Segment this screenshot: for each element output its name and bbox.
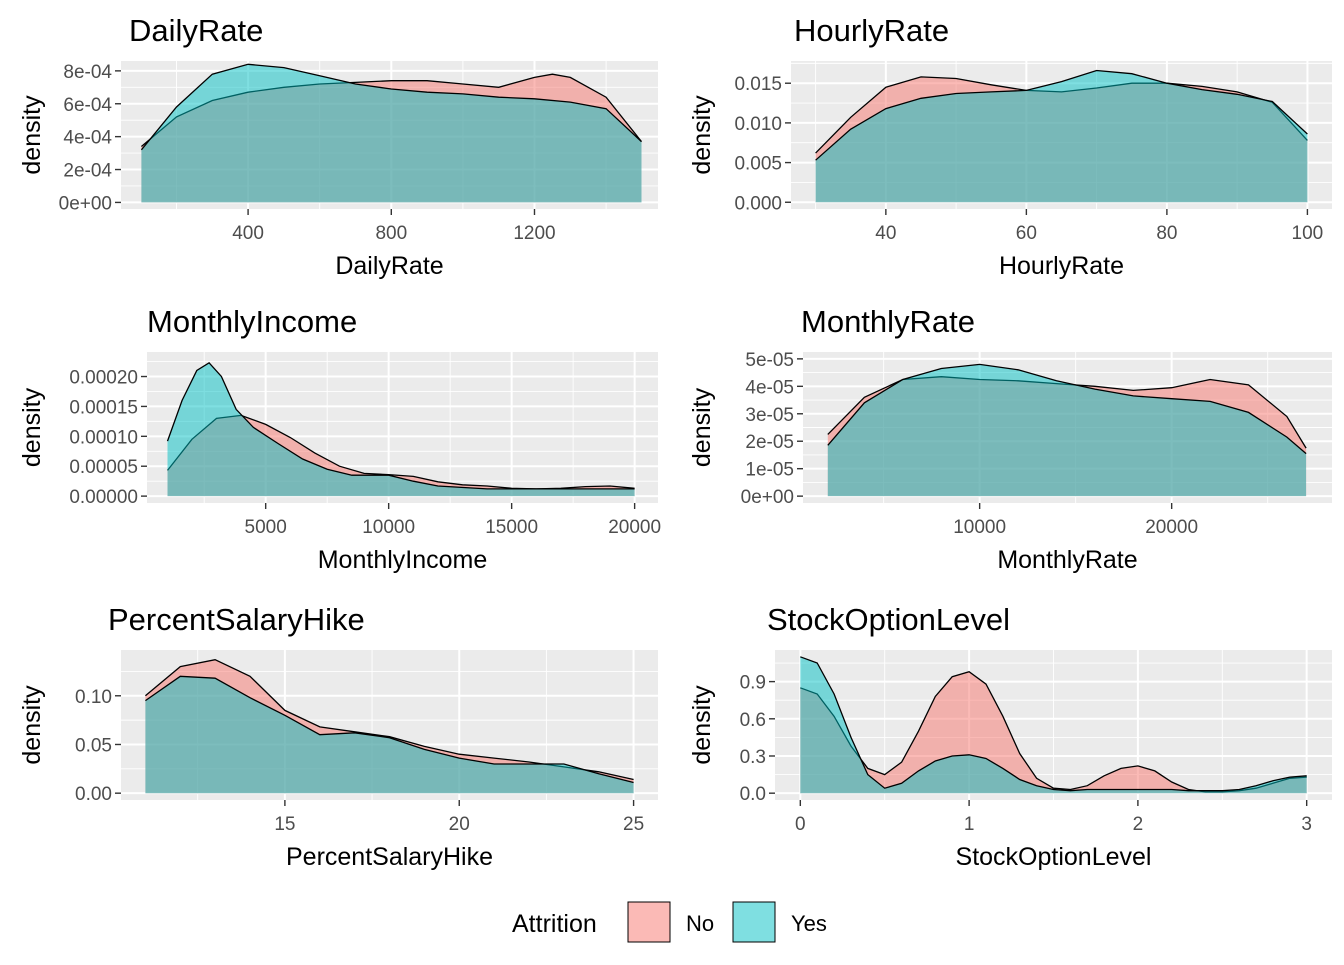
- density-line-yes: [815, 69, 1308, 161]
- y-tick-label: 0.00000: [69, 487, 138, 508]
- y-tick-label: 4e-05: [745, 377, 794, 398]
- y-axis-label-percentsalaryhike: density: [18, 685, 46, 765]
- panel-title-stockoptionlevel: StockOptionLevel: [767, 602, 1010, 637]
- x-tick-label: 0: [795, 814, 806, 835]
- panel-title-monthlyrate: MonthlyRate: [801, 304, 975, 339]
- panel-dailyrate: 400 800 1200 0e+00 2e-04 4e-04 6e-04 8e-04 Daily…: [18, 13, 658, 280]
- density-line-yes: [166, 361, 635, 490]
- y-tick-label: 0.9: [740, 673, 766, 694]
- y-axis-label-hourlyrate: density: [688, 95, 716, 175]
- panel-stockoptionlevel: 0 1 2 3 0.0 0.3 0.6 0.9 StockOptionLevel StockOpt…: [688, 602, 1332, 871]
- y-tick-label: 4e-04: [63, 128, 112, 149]
- x-tick-label: 2: [1133, 814, 1144, 835]
- density-line-yes: [827, 363, 1307, 455]
- x-tick-label: 15: [274, 814, 295, 835]
- legend-title: Attrition: [512, 910, 597, 938]
- panels: 400 800 12000e+002e-044e-046e-048e-04Daily…: [18, 13, 1332, 871]
- legend-label-no: No: [686, 911, 714, 936]
- legend-swatch-yes: [732, 901, 776, 943]
- x-tick-label: 20: [449, 814, 470, 835]
- x-tick-label: 10000: [953, 517, 1006, 538]
- y-tick-label: 0.010: [734, 114, 782, 135]
- panel-monthlyincome: 5000 10000 15000 20000 0.00000 0.00005 0.00010…: [18, 304, 661, 574]
- panel-title-monthlyincome: MonthlyIncome: [147, 304, 357, 339]
- x-tick-label: 400: [232, 223, 264, 244]
- x-tick-label: 25: [623, 814, 644, 835]
- panel-percentsalaryhike: 15 20 25 0.00 0.05 0.10 PercentSalaryHike Perce…: [18, 602, 658, 871]
- y-tick-label: 0.3: [740, 747, 766, 768]
- density-area-yes: [141, 64, 642, 203]
- x-tick-label: 20000: [1145, 517, 1198, 538]
- x-tick-label: 5000: [245, 517, 287, 538]
- density-line-yes: [140, 63, 642, 151]
- y-tick-label: 0.6: [740, 710, 766, 731]
- density-area-no: [800, 671, 1307, 794]
- x-axis-label-monthlyrate: MonthlyRate: [997, 546, 1137, 574]
- x-tick-label: 1: [964, 814, 975, 835]
- panel-title-dailyrate: DailyRate: [129, 13, 263, 48]
- y-tick-label: 2e-05: [745, 432, 794, 453]
- y-tick-label: 0.0: [740, 784, 766, 805]
- legend: Attrition No Yes: [512, 901, 827, 943]
- x-axis-label-hourlyrate: HourlyRate: [999, 252, 1124, 280]
- density-area-yes: [815, 70, 1308, 203]
- x-tick-label: 40: [875, 223, 896, 244]
- density-area-yes: [145, 676, 634, 794]
- y-tick-label: 0.05: [75, 735, 112, 756]
- y-tick-label: 3e-05: [745, 405, 794, 426]
- x-tick-label: 20000: [608, 517, 661, 538]
- legend-label-yes: Yes: [791, 911, 827, 936]
- y-axis-label-dailyrate: density: [18, 95, 46, 175]
- x-tick-label: 800: [375, 223, 407, 244]
- y-axis-label-stockoptionlevel: density: [688, 685, 716, 765]
- y-tick-label: 0.00020: [69, 368, 138, 389]
- x-axis-label-stockoptionlevel: StockOptionLevel: [956, 843, 1152, 871]
- y-tick-label: 0.00010: [69, 427, 138, 448]
- y-tick-label: 1e-05: [745, 460, 794, 481]
- density-area-yes: [827, 364, 1307, 497]
- y-tick-label: 0.00: [75, 784, 112, 805]
- y-tick-label: 0.00005: [69, 457, 138, 478]
- y-tick-label: 0e+00: [59, 193, 112, 214]
- density-line-yes: [800, 656, 1307, 792]
- x-axis-label-percentsalaryhike: PercentSalaryHike: [286, 843, 493, 871]
- panel-hourlyrate: 40 60 80 100 0.000 0.005 0.010 0.015 HourlyRate H…: [688, 13, 1332, 280]
- x-tick-label: 80: [1156, 223, 1177, 244]
- y-tick-label: 8e-04: [63, 62, 112, 83]
- y-tick-label: 0.005: [734, 154, 782, 175]
- y-tick-label: 0e+00: [741, 487, 794, 508]
- x-tick-label: 15000: [485, 517, 538, 538]
- legend-swatch-no: [627, 901, 671, 943]
- y-tick-label: 6e-04: [63, 95, 112, 116]
- x-tick-label: 1200: [513, 223, 555, 244]
- y-tick-label: 0.000: [734, 193, 782, 214]
- y-tick-label: 0.015: [734, 74, 782, 95]
- y-tick-label: 5e-05: [745, 350, 794, 371]
- panel-title-percentsalaryhike: PercentSalaryHike: [108, 602, 365, 637]
- y-axis-label-monthlyincome: density: [18, 387, 46, 467]
- panel-monthlyrate: 10000 20000 0e+00 1e-05 2e-05 3e-05 4e-05 5e-05…: [688, 304, 1332, 574]
- x-axis-label-monthlyincome: MonthlyIncome: [318, 546, 488, 574]
- x-tick-label: 100: [1292, 223, 1324, 244]
- density-area-yes: [800, 656, 1307, 794]
- x-tick-label: 3: [1301, 814, 1312, 835]
- x-tick-label: 10000: [362, 517, 415, 538]
- x-tick-label: 60: [1016, 223, 1037, 244]
- y-tick-label: 0.00015: [69, 397, 138, 418]
- density-line-yes: [145, 675, 634, 784]
- y-axis-label-monthlyrate: density: [688, 387, 716, 467]
- y-tick-label: 0.10: [75, 687, 112, 708]
- x-axis-label-dailyrate: DailyRate: [335, 252, 443, 280]
- density-area-yes: [167, 362, 635, 497]
- y-tick-label: 2e-04: [63, 161, 112, 182]
- panel-title-hourlyrate: HourlyRate: [794, 13, 949, 48]
